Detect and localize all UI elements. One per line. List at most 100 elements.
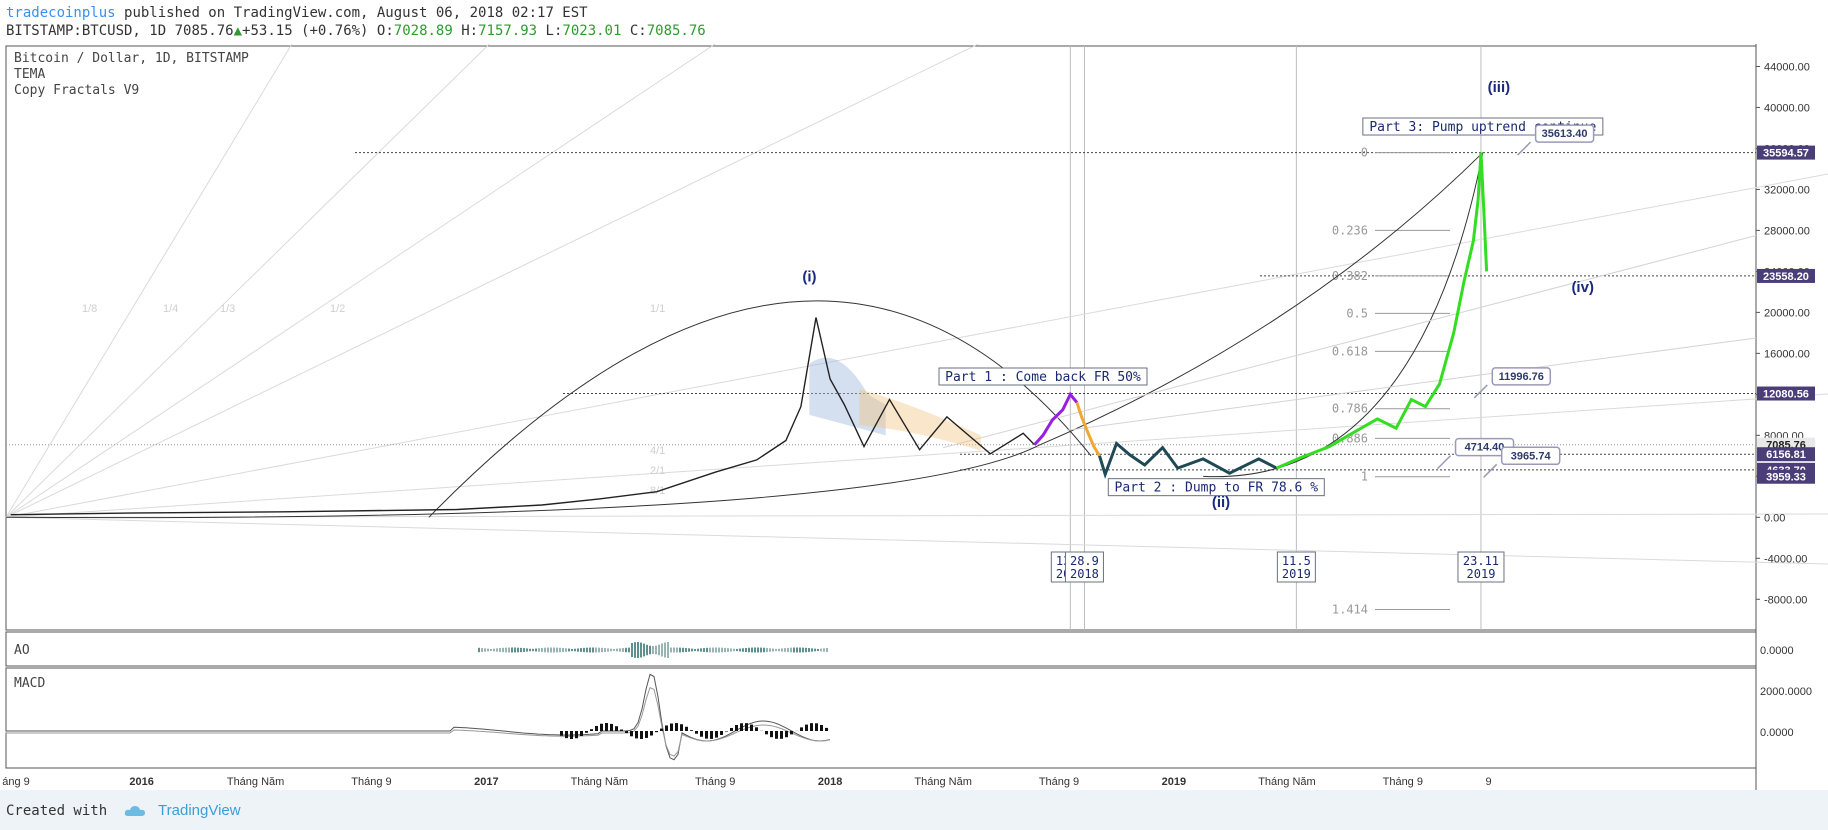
ao-bar (688, 648, 690, 652)
ao-bar (727, 648, 729, 652)
ao-bar (739, 648, 741, 652)
annotation-label: Part 2 : Dump to FR 78.6 % (1115, 481, 1319, 496)
ao-bar (505, 647, 507, 653)
ao-bar (694, 648, 696, 652)
ao-bar (664, 642, 666, 658)
ao-bar (769, 648, 771, 652)
macd-histogram-bar (590, 729, 593, 731)
ao-bar (670, 647, 672, 653)
price-tag (1757, 447, 1815, 462)
price-chart[interactable]: 1/8 1/4 1/3 1/2 1/12/14/18/1 00.2360.3820.50… (0, 44, 1828, 790)
time-axis: áng 9 2016 Tháng Năm Tháng 9 2017 Tháng Năm Th… (2, 776, 1491, 788)
low-value: 7023.01 (562, 23, 622, 39)
macd-histogram-bar (755, 727, 758, 731)
ao-bar (493, 648, 495, 652)
grid-layer (5, 44, 1757, 790)
ao-bar (589, 647, 591, 653)
axis-tick-label: 32000.00 (1764, 184, 1810, 196)
time-axis-label: 2016 (129, 776, 153, 788)
ao-bar (754, 647, 756, 653)
ao-bar (553, 647, 555, 653)
price-tag (1757, 268, 1815, 283)
price-history-line (10, 317, 1035, 516)
drawing-shapes (5, 152, 1757, 519)
macd-histogram-bar (560, 731, 563, 736)
time-axis-label: áng 9 (2, 776, 30, 788)
callout-box (1491, 367, 1552, 386)
callout-pointer (1483, 463, 1498, 478)
axis-tick-label: 20000.00 (1764, 307, 1810, 319)
ao-bar (532, 648, 534, 652)
ao-bar (679, 647, 681, 653)
price-series (10, 317, 1035, 516)
tradingview-brand-link[interactable]: TradingView (158, 802, 241, 819)
ao-bar (790, 647, 792, 653)
macd-histogram-bar (715, 731, 718, 738)
ao-bar (517, 647, 519, 653)
author-link[interactable]: tradecoinplus (6, 5, 116, 21)
low-label: L: (545, 23, 563, 39)
callout-box (1500, 446, 1561, 466)
fib-levels: 0 0.236 0.382 0.5 0.618 0.786 0.886 1 1.414 (1332, 146, 1450, 617)
macd-label: MACD (14, 676, 45, 691)
ao-bar (814, 648, 816, 652)
ao-bar (514, 647, 516, 653)
fib-ratio: 0 (1361, 146, 1368, 160)
macd-histogram-bar (570, 731, 573, 739)
ao-bar (658, 644, 660, 656)
ao-bar (484, 648, 486, 652)
date-marker-year: 2019 (1282, 567, 1311, 581)
ao-bar (496, 648, 498, 652)
ao-bar (745, 647, 747, 653)
macd-histogram-bar (790, 731, 793, 735)
date-marker-day: 23.11 (1463, 554, 1499, 568)
macd-histogram-bar (740, 723, 743, 731)
published-text: published on TradingView.com, August 06,… (124, 5, 588, 21)
macd-histogram-bar (690, 730, 693, 731)
annotation-label: Part 1 : Come back FR 50% (945, 370, 1141, 385)
ao-bar (796, 647, 798, 653)
macd-histogram-bar (750, 724, 753, 731)
macd-line (6, 673, 831, 761)
ao-bar (526, 648, 528, 652)
fan-line (5, 393, 1828, 518)
fan-label: 1/3 (220, 303, 235, 315)
ao-bar (601, 647, 603, 653)
ao-bar (625, 647, 627, 653)
date-marker-year: 2019 (1467, 567, 1496, 581)
ao-bar (634, 642, 636, 658)
macd-histogram-bar (825, 727, 828, 731)
ao-bar (820, 648, 822, 652)
ao-bar (685, 648, 687, 652)
symbol: BITSTAMP:BTCUSD, 1D (6, 23, 167, 39)
macd-histogram-bar (720, 731, 723, 735)
macd-histogram-bar (655, 731, 658, 733)
created-text: Created with (6, 803, 108, 819)
ao-bar (520, 647, 522, 653)
ao-bar (487, 648, 489, 652)
ao-bar (715, 647, 717, 653)
time-axis-label: Tháng 9 (695, 776, 735, 788)
macd-histogram-bar (600, 723, 603, 731)
macd-axis-top: 2000.0000 (1760, 686, 1812, 698)
ao-bar (787, 647, 789, 653)
channel-line (1067, 337, 1757, 431)
macd-histogram-bar (625, 731, 628, 734)
ao-bar (805, 647, 807, 653)
ao-bar (613, 648, 615, 652)
macd-histogram-bar (650, 731, 653, 736)
created-with: Created with TradingView (6, 802, 241, 819)
ao-bar (760, 647, 762, 653)
macd-histogram-bar (695, 731, 698, 734)
fib-ratio: 0.382 (1332, 269, 1368, 283)
ao-bar (652, 645, 654, 655)
ao-bar (556, 647, 558, 653)
price-tag (1757, 145, 1815, 160)
callout-pointer (1517, 141, 1532, 156)
axis-tick-label: -8000.00 (1764, 594, 1807, 606)
macd-histogram-bar (725, 731, 728, 732)
time-axis-label: Tháng Năm (1258, 776, 1315, 788)
macd-histogram-bar (785, 731, 788, 738)
ao-label: AO (14, 643, 30, 658)
ao-bar (742, 648, 744, 652)
